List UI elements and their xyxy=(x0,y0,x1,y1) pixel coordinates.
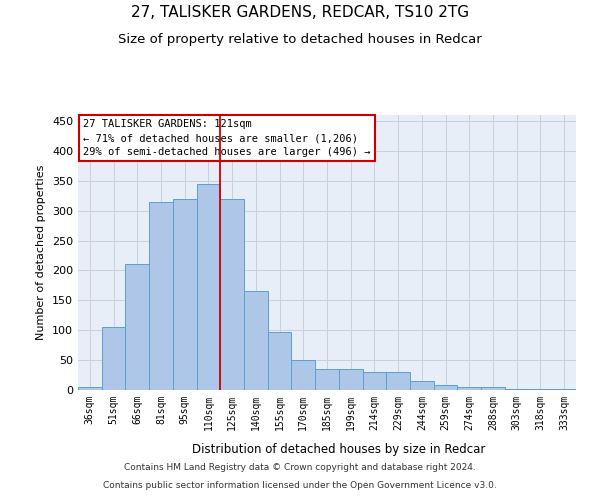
Bar xyxy=(220,198,244,390)
Bar xyxy=(268,332,292,390)
Bar xyxy=(505,389,529,390)
Text: Distribution of detached houses by size in Redcar: Distribution of detached houses by size … xyxy=(193,442,485,456)
Bar xyxy=(339,369,362,390)
Text: Contains HM Land Registry data © Crown copyright and database right 2024.: Contains HM Land Registry data © Crown c… xyxy=(124,464,476,472)
Bar xyxy=(173,198,197,390)
Bar xyxy=(102,327,125,390)
Bar xyxy=(244,292,268,390)
Bar xyxy=(315,369,339,390)
Bar xyxy=(434,385,457,390)
Text: Contains public sector information licensed under the Open Government Licence v3: Contains public sector information licen… xyxy=(103,481,497,490)
Bar xyxy=(125,264,149,390)
Bar xyxy=(386,372,410,390)
Bar xyxy=(362,372,386,390)
Text: 27 TALISKER GARDENS: 121sqm
← 71% of detached houses are smaller (1,206)
29% of : 27 TALISKER GARDENS: 121sqm ← 71% of det… xyxy=(83,119,370,157)
Bar xyxy=(197,184,220,390)
Text: 27, TALISKER GARDENS, REDCAR, TS10 2TG: 27, TALISKER GARDENS, REDCAR, TS10 2TG xyxy=(131,5,469,20)
Text: Size of property relative to detached houses in Redcar: Size of property relative to detached ho… xyxy=(118,32,482,46)
Bar xyxy=(78,387,102,390)
Bar xyxy=(149,202,173,390)
Bar xyxy=(457,387,481,390)
Bar xyxy=(410,381,434,390)
Bar xyxy=(292,360,315,390)
Y-axis label: Number of detached properties: Number of detached properties xyxy=(37,165,46,340)
Bar xyxy=(481,387,505,390)
